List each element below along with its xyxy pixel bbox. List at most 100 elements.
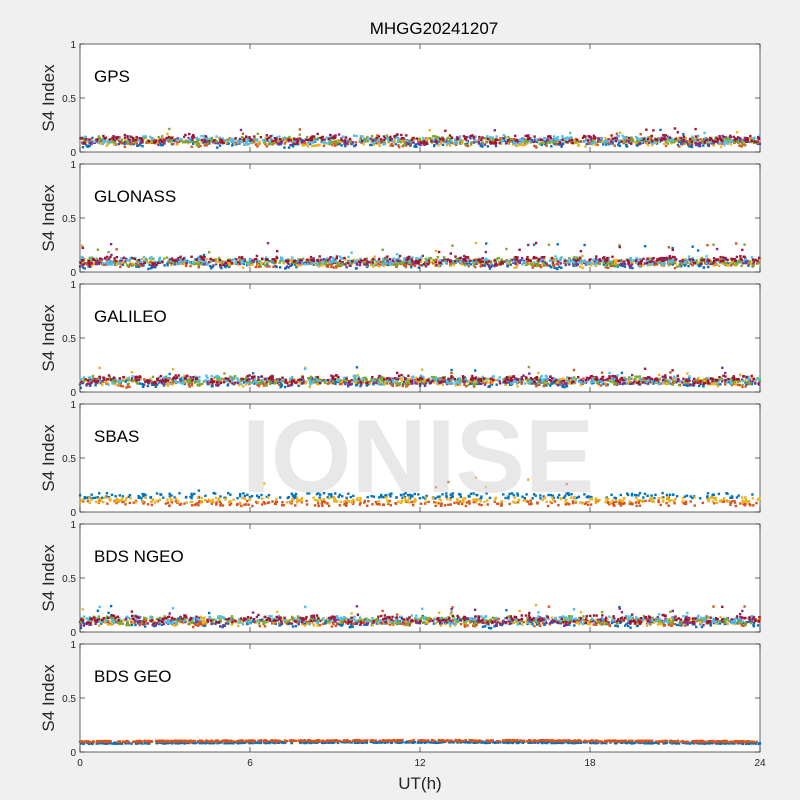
data-point — [265, 134, 269, 137]
data-point — [514, 377, 518, 380]
data-point — [466, 380, 469, 383]
data-point — [532, 382, 535, 385]
data-point — [204, 143, 208, 146]
data-point — [527, 136, 530, 139]
data-point — [299, 258, 302, 261]
data-point — [540, 381, 543, 384]
data-point — [618, 144, 621, 147]
data-point — [262, 380, 265, 383]
data-point — [369, 143, 372, 147]
data-point — [432, 138, 436, 141]
data-point — [107, 250, 110, 254]
data-point — [511, 143, 515, 146]
data-point — [287, 259, 290, 262]
data-point — [268, 141, 271, 145]
data-point — [326, 382, 330, 385]
data-point — [551, 259, 554, 262]
data-point — [443, 380, 446, 383]
data-point — [670, 142, 673, 145]
data-point — [174, 261, 178, 265]
data-point — [291, 143, 294, 147]
data-point — [401, 140, 405, 143]
data-point — [747, 261, 750, 264]
data-point — [566, 136, 569, 139]
data-point — [428, 256, 431, 260]
data-point — [713, 259, 716, 263]
data-point — [702, 144, 705, 147]
data-point — [469, 263, 473, 266]
data-point — [543, 143, 546, 146]
data-point — [703, 131, 706, 135]
data-point — [80, 255, 84, 259]
data-point — [251, 259, 254, 262]
data-point — [88, 259, 92, 262]
data-point — [248, 381, 251, 384]
data-point — [602, 143, 605, 146]
data-point — [725, 261, 728, 265]
data-point — [513, 258, 516, 261]
data-point — [408, 260, 411, 263]
data-point — [298, 139, 301, 142]
data-point — [371, 261, 374, 264]
data-point — [311, 141, 315, 144]
data-point — [95, 377, 98, 381]
data-point — [463, 380, 466, 384]
data-point — [618, 245, 621, 249]
data-point — [249, 261, 252, 265]
data-point — [436, 135, 439, 139]
data-point — [137, 138, 140, 142]
data-point — [394, 136, 398, 139]
data-point — [113, 381, 117, 384]
y-axis-label: S4 Index — [39, 64, 58, 132]
data-point — [264, 384, 268, 387]
data-point — [617, 141, 621, 144]
data-point — [151, 375, 155, 379]
data-point — [347, 383, 350, 386]
data-point — [691, 137, 694, 140]
data-point — [377, 260, 380, 264]
data-point — [712, 261, 716, 264]
data-point — [216, 146, 219, 149]
data-point — [494, 143, 497, 146]
data-point — [474, 265, 477, 269]
data-point — [562, 377, 565, 380]
data-point — [631, 266, 634, 270]
data-point — [186, 381, 190, 384]
data-point — [408, 255, 411, 259]
data-point — [729, 264, 733, 267]
data-point — [518, 141, 521, 145]
data-point — [646, 143, 650, 147]
data-point — [500, 260, 504, 264]
data-point — [467, 262, 470, 265]
data-point — [333, 380, 337, 384]
data-point — [384, 378, 387, 381]
data-point — [280, 384, 284, 387]
data-point — [662, 133, 665, 137]
data-point — [499, 262, 502, 266]
data-point — [390, 380, 393, 383]
data-point — [256, 138, 259, 141]
data-point — [117, 262, 121, 265]
data-point — [159, 260, 163, 263]
data-point — [634, 378, 637, 381]
data-point — [112, 138, 115, 141]
data-point — [156, 261, 160, 265]
data-point — [572, 138, 576, 141]
data-point — [505, 247, 508, 251]
data-point — [131, 262, 134, 265]
data-point — [683, 260, 687, 264]
data-point — [291, 137, 294, 140]
data-point — [527, 378, 530, 382]
data-point — [420, 380, 423, 384]
data-point — [177, 256, 180, 260]
data-point — [334, 134, 337, 137]
data-point — [115, 248, 118, 251]
data-point — [232, 139, 235, 142]
data-point — [661, 375, 664, 379]
data-point — [643, 379, 646, 383]
data-point — [624, 379, 627, 382]
data-point — [613, 144, 616, 147]
data-point — [289, 384, 292, 387]
data-point — [345, 142, 348, 145]
data-point — [287, 146, 291, 149]
